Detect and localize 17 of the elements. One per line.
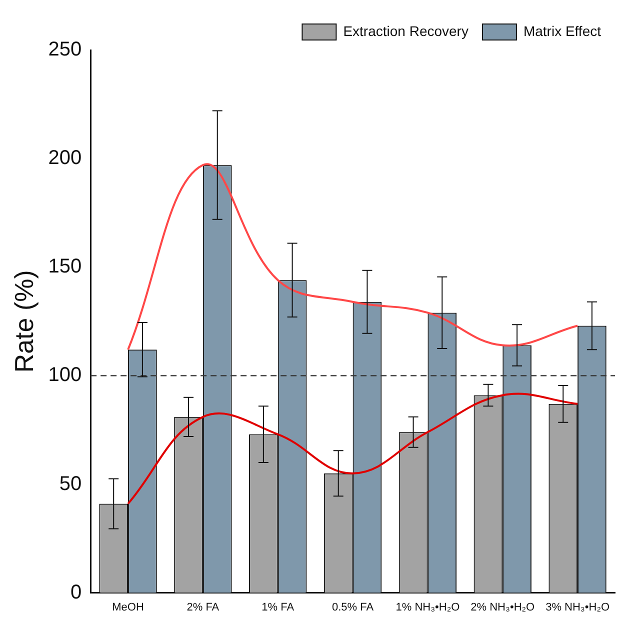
legend-label: Extraction Recovery: [343, 22, 468, 39]
x-tick-label: 1% FA: [262, 601, 295, 614]
legend-label: Matrix Effect: [523, 22, 602, 39]
line-series: [127, 164, 579, 351]
y-axis-title: Rate (%): [8, 270, 39, 373]
y-tick-label: 150: [48, 256, 82, 278]
y-tick-label: 50: [59, 472, 82, 495]
x-tick-label: 0.5% FA: [332, 601, 374, 614]
x-tick-label: MeOH: [112, 601, 144, 614]
x-tick-label: 2% NH₃•H₂O: [470, 601, 536, 614]
y-tick-label: 100: [48, 364, 82, 386]
y-tick-label: 200: [48, 147, 82, 170]
x-tick-label: 2% FA: [186, 601, 220, 614]
x-tick-label: 1% NH₃•H₂O: [396, 601, 460, 614]
y-tick-label: 250: [48, 38, 82, 61]
x-tick-label: 3% NH₃•H₂O: [546, 601, 610, 614]
y-tick-label: 0: [70, 581, 82, 604]
